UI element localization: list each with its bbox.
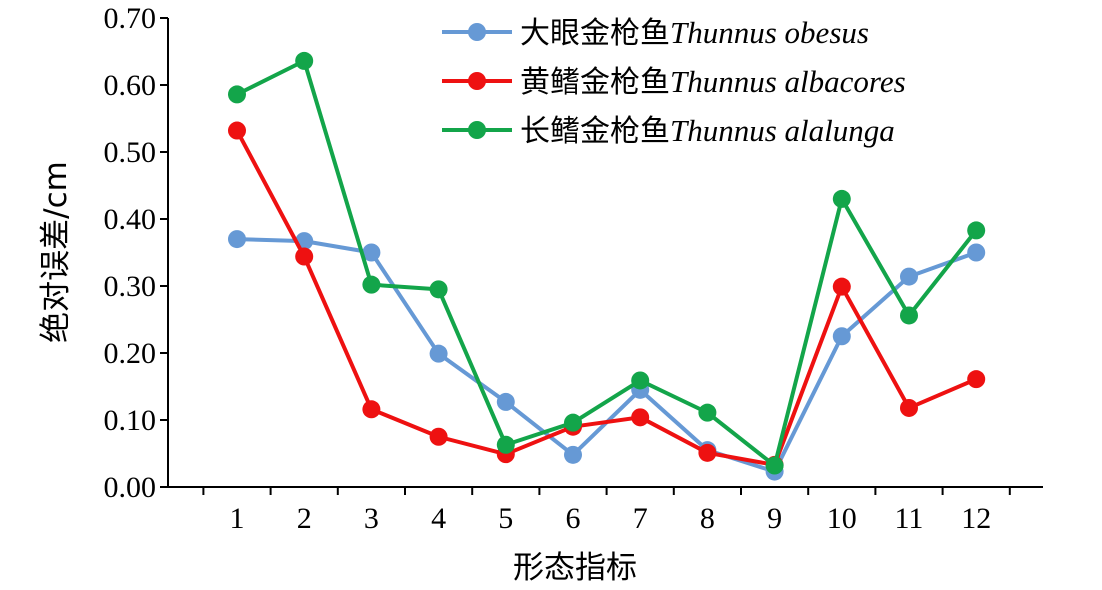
data-point: [362, 400, 381, 419]
x-tick-label: 1: [230, 502, 245, 535]
x-tick-label: 5: [498, 502, 513, 535]
legend-name-cn: 大眼金枪鱼: [520, 16, 670, 51]
data-point: [496, 392, 515, 411]
legend-label: 大眼金枪鱼Thunnus obesus: [520, 15, 869, 51]
data-point: [698, 443, 717, 462]
x-tick-label: 2: [297, 502, 312, 535]
data-point: [564, 445, 582, 464]
legend-marker: [468, 72, 486, 90]
series-layer: [228, 51, 986, 481]
x-axis-title: 形态指标: [513, 550, 637, 586]
legend-marker: [468, 121, 486, 139]
x-tick-label: 3: [364, 502, 379, 535]
x-tick-label: 11: [895, 502, 924, 535]
x-tick-label: 8: [700, 502, 715, 535]
y-axis-title: 绝对误差/cm: [38, 161, 74, 343]
axes: [167, 18, 1043, 488]
data-point: [900, 267, 918, 286]
legend-name-latin: Thunnus albacores: [670, 64, 906, 99]
data-point: [765, 456, 784, 475]
data-point: [228, 121, 246, 140]
data-point: [228, 230, 246, 249]
series-3: [228, 51, 986, 475]
legend-name-latin: Thunnus alalunga: [670, 113, 895, 148]
data-point: [967, 243, 986, 262]
data-point: [429, 427, 448, 446]
legend-name-latin: Thunnus obesus: [670, 15, 869, 50]
y-axis-ticks: 0.00 0.10 0.20 0.30 0.40 0.50 0.60 0.70: [104, 2, 168, 504]
x-tick-label: 7: [633, 502, 648, 535]
data-point: [564, 413, 582, 432]
data-point: [295, 247, 314, 266]
data-point: [900, 306, 918, 325]
y-tick-label: 0.00: [104, 471, 157, 504]
y-tick-label: 0.40: [104, 203, 157, 236]
y-tick-label: 0.70: [104, 2, 157, 35]
data-point: [362, 243, 381, 262]
data-point: [631, 408, 650, 427]
legend-marker: [468, 23, 486, 41]
data-point: [429, 280, 448, 299]
x-axis-ticks: 1 2 3 4 5 6 7 8 9 10 11 12: [202, 487, 1011, 535]
y-tick-label: 0.30: [104, 270, 157, 303]
legend-name-cn: 长鳍金枪鱼: [520, 114, 670, 149]
series-2: [228, 121, 986, 474]
legend-item: 黄鳍金枪鱼Thunnus albacores: [442, 64, 906, 100]
y-tick-label: 0.10: [104, 404, 157, 437]
data-point: [832, 189, 851, 208]
legend-item: 大眼金枪鱼Thunnus obesus: [442, 15, 869, 51]
data-point: [631, 371, 650, 390]
legend-item: 长鳍金枪鱼Thunnus alalunga: [442, 113, 895, 149]
y-tick-label: 0.20: [104, 337, 157, 370]
legend-label: 长鳍金枪鱼Thunnus alalunga: [520, 113, 895, 149]
data-point: [832, 327, 851, 346]
x-tick-label: 9: [767, 502, 782, 535]
y-tick-label: 0.60: [104, 69, 157, 102]
data-point: [496, 435, 515, 454]
x-tick-label: 10: [827, 502, 857, 535]
legend-name-cn: 黄鳍金枪鱼: [520, 65, 670, 100]
data-point: [967, 370, 986, 389]
data-point: [967, 221, 986, 240]
data-point: [362, 275, 381, 294]
series-1: [228, 230, 986, 481]
series-line: [236, 58, 978, 468]
data-point: [832, 277, 851, 296]
y-tick-label: 0.50: [104, 136, 157, 169]
data-point: [295, 51, 314, 70]
legend-label: 黄鳍金枪鱼Thunnus albacores: [520, 64, 906, 100]
data-point: [429, 344, 448, 363]
series-line: [235, 129, 977, 467]
x-tick-label: 6: [566, 502, 581, 535]
data-point: [698, 403, 717, 422]
x-tick-label: 12: [961, 502, 991, 535]
data-point: [228, 85, 246, 104]
data-point: [900, 398, 918, 417]
x-tick-label: 4: [431, 502, 446, 535]
